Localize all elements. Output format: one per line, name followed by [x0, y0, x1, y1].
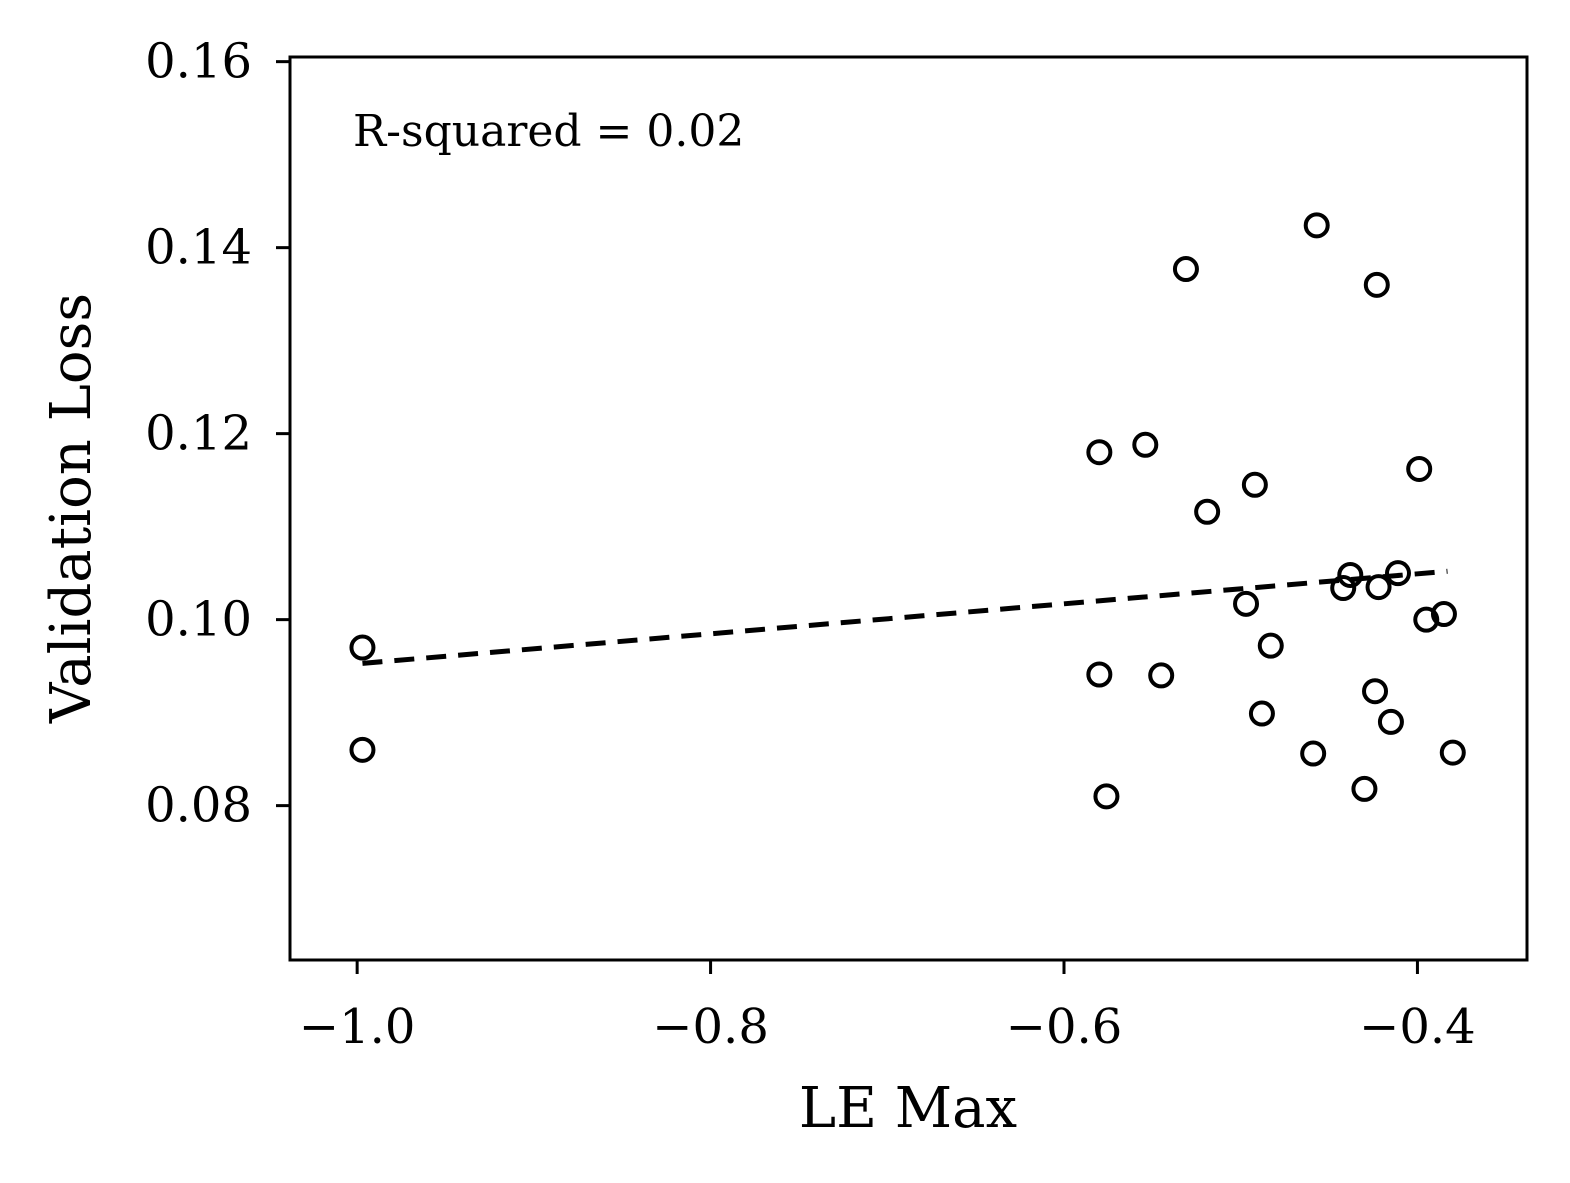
data-point-8	[1172, 256, 1199, 283]
x-tick-label: −0.6	[1006, 999, 1123, 1055]
data-point-9	[1194, 498, 1221, 525]
fit-line-layer	[362, 568, 1448, 666]
x-tick-label: −0.4	[1359, 999, 1476, 1055]
y-axis-ticks: 0.08 0.10 0.12 0.14 0.16	[145, 34, 290, 834]
data-point-15	[1303, 212, 1330, 239]
x-tick-label: −0.8	[652, 999, 769, 1055]
y-tick-label: 0.10	[145, 592, 252, 648]
regression-fit-line	[362, 568, 1448, 666]
data-point-13	[1257, 632, 1284, 659]
data-point-14	[1300, 740, 1327, 767]
data-point-26	[1430, 601, 1457, 628]
x-axis-ticks: −1.0 −0.8 −0.6 −0.4	[299, 960, 1476, 1055]
data-point-25	[1413, 606, 1440, 633]
plot-frame	[288, 55, 1529, 962]
annotation-text: R-squared = 0.02	[353, 106, 744, 157]
y-tick-label: 0.16	[145, 34, 252, 90]
data-point-1	[349, 634, 376, 661]
data-point-17	[1337, 561, 1364, 588]
data-point-27	[1439, 739, 1466, 766]
y-tick-label: 0.08	[145, 778, 252, 834]
y-axis-title: Validation Loss	[39, 293, 104, 724]
data-point-3	[1086, 439, 1113, 466]
points-layer	[349, 212, 1466, 810]
data-point-11	[1241, 471, 1268, 498]
data-point-2	[349, 736, 376, 763]
data-point-20	[1365, 574, 1392, 601]
y-tick-label: 0.12	[145, 406, 252, 462]
data-point-10	[1233, 590, 1260, 617]
data-point-19	[1362, 678, 1389, 705]
y-tick-label: 0.14	[145, 220, 252, 276]
data-point-21	[1363, 271, 1390, 298]
x-axis-title: LE Max	[799, 1076, 1017, 1141]
data-point-23	[1384, 560, 1411, 587]
x-tick-label: −1.0	[299, 999, 416, 1055]
data-point-24	[1406, 455, 1433, 482]
data-point-7	[1148, 662, 1175, 689]
data-point-22	[1377, 708, 1404, 735]
data-point-4	[1086, 661, 1113, 688]
data-point-6	[1132, 431, 1159, 458]
data-point-18	[1351, 775, 1378, 802]
data-point-12	[1248, 700, 1275, 727]
data-point-16	[1330, 575, 1357, 602]
data-point-5	[1093, 783, 1120, 810]
